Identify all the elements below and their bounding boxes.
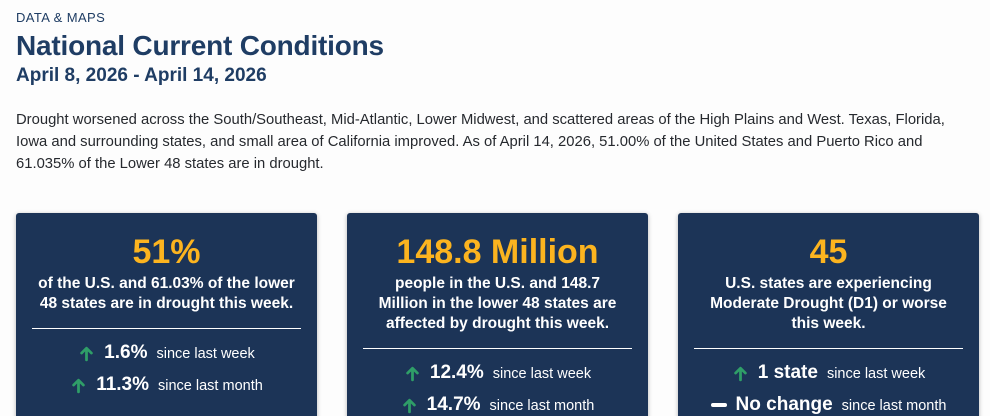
stat-cards-row: 51% of the U.S. and 61.03% of the lower … (16, 213, 979, 416)
trend-period: since last week (826, 366, 926, 382)
stat-value: 51% (132, 233, 201, 271)
arrow-up-icon (404, 365, 421, 382)
stat-card-states: 45 U.S. states are experiencing Moderate… (678, 213, 979, 416)
stat-value: 45 (809, 233, 848, 271)
card-divider (32, 328, 301, 329)
arrow-up-icon (401, 397, 418, 414)
trend-row: 11.3% since last month (16, 373, 317, 397)
trend-row: 1 state since last week (678, 361, 979, 385)
stat-card-population: 148.8 Million people in the U.S. and 148… (347, 213, 648, 416)
trend-period: since last month (841, 398, 947, 414)
stat-value: 148.8 Million (396, 233, 599, 271)
stat-description: people in the U.S. and 148.7 Million in … (378, 275, 617, 332)
trend-row: No change since last month (678, 393, 979, 416)
trend-period: since last month (158, 378, 263, 394)
no-change-dash-icon (710, 403, 727, 407)
page-title: National Current Conditions (16, 30, 384, 61)
card-divider (363, 348, 632, 349)
trend-change: 1 state (757, 362, 818, 383)
trend-row: 1.6% since last week (16, 341, 317, 365)
card-divider (694, 348, 963, 349)
trend-row: 12.4% since last week (347, 361, 648, 385)
arrow-up-icon (732, 365, 749, 382)
trend-period: since last month (489, 398, 595, 414)
arrow-up-icon (78, 345, 95, 362)
trend-change: 11.3% (96, 374, 150, 395)
date-range: April 8, 2026 - April 14, 2026 (16, 65, 267, 86)
trend-change: No change (735, 394, 833, 415)
trend-change: 14.7% (426, 394, 481, 415)
trend-period: since last week (492, 366, 592, 382)
arrow-up-icon (70, 377, 87, 394)
breadcrumb-data-and-maps[interactable]: DATA & MAPS (16, 10, 106, 25)
trend-change: 12.4% (429, 362, 484, 383)
trend-row: 14.7% since last month (347, 393, 648, 416)
stat-description: of the U.S. and 61.03% of the lower 48 s… (38, 275, 295, 312)
drought-summary-text: Drought worsened across the South/Southe… (16, 112, 945, 172)
stat-description: U.S. states are experiencing Moderate Dr… (710, 275, 947, 332)
stat-card-percent-area: 51% of the U.S. and 61.03% of the lower … (16, 213, 317, 416)
trend-change: 1.6% (104, 342, 148, 363)
trend-period: since last week (156, 346, 255, 362)
